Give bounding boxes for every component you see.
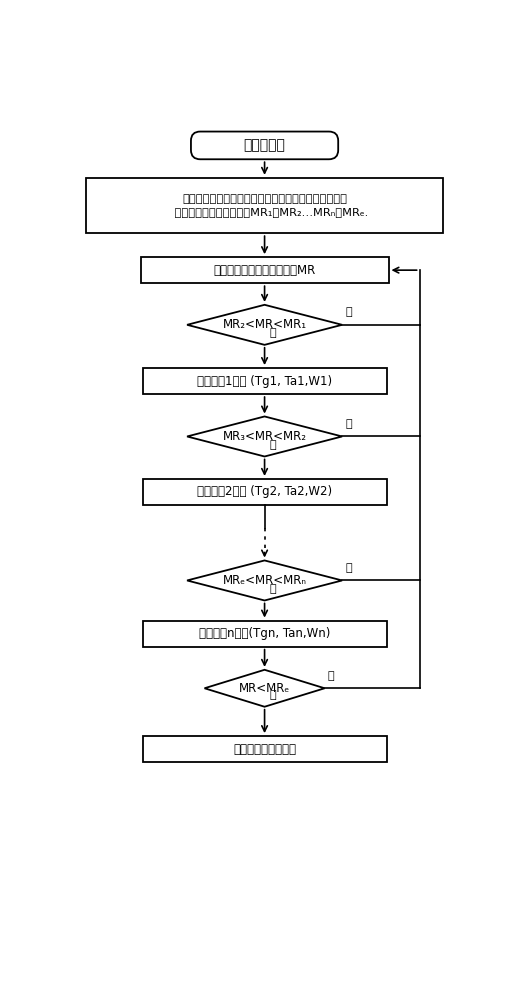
Polygon shape: [187, 560, 342, 600]
Text: MR<MRₑ: MR<MRₑ: [239, 682, 290, 695]
Text: 否: 否: [328, 671, 334, 681]
Text: 否: 否: [345, 307, 352, 317]
Text: MRₑ<MR<MRₙ: MRₑ<MR<MRₙ: [223, 574, 307, 587]
Text: 否: 否: [345, 419, 352, 429]
Text: 是: 是: [269, 328, 276, 338]
Text: 停止干燥，开始卸料: 停止干燥，开始卸料: [233, 743, 296, 756]
Text: MR₃<MR<MR₂: MR₃<MR<MR₂: [223, 430, 307, 443]
Bar: [141, 257, 389, 283]
Bar: [143, 479, 387, 505]
FancyBboxPatch shape: [191, 132, 338, 159]
Text: MR₂<MR<MR₁: MR₂<MR<MR₁: [222, 318, 307, 331]
Text: 执行工段n操作(Tgn, Tan,Wn): 执行工段n操作(Tgn, Tan,Wn): [199, 627, 330, 640]
Text: 设定初始含水率、筒壁温度、热风温度、热风流量、微
    波功率及各工段的水分比MR₁，MR₂…MRₙ，MRₑ.: 设定初始含水率、筒壁温度、热风温度、热风流量、微 波功率及各工段的水分比MR₁，…: [160, 194, 369, 217]
Text: 是: 是: [269, 440, 276, 450]
Text: 是: 是: [269, 690, 276, 700]
Text: 系统初始化: 系统初始化: [244, 138, 285, 152]
Text: 执行工段2操作 (Tg2, Ta2,W2): 执行工段2操作 (Tg2, Ta2,W2): [197, 485, 332, 498]
Polygon shape: [205, 670, 325, 707]
Text: 检测物料质量并计算水分比MR: 检测物料质量并计算水分比MR: [214, 264, 316, 277]
Polygon shape: [187, 416, 342, 456]
Bar: [143, 736, 387, 762]
Bar: [143, 620, 387, 647]
Text: 是: 是: [269, 584, 276, 594]
Bar: [143, 368, 387, 394]
Text: 否: 否: [345, 563, 352, 573]
Text: 执行工段1操作 (Tg1, Ta1,W1): 执行工段1操作 (Tg1, Ta1,W1): [197, 375, 332, 388]
Polygon shape: [187, 305, 342, 345]
Bar: [86, 178, 443, 233]
